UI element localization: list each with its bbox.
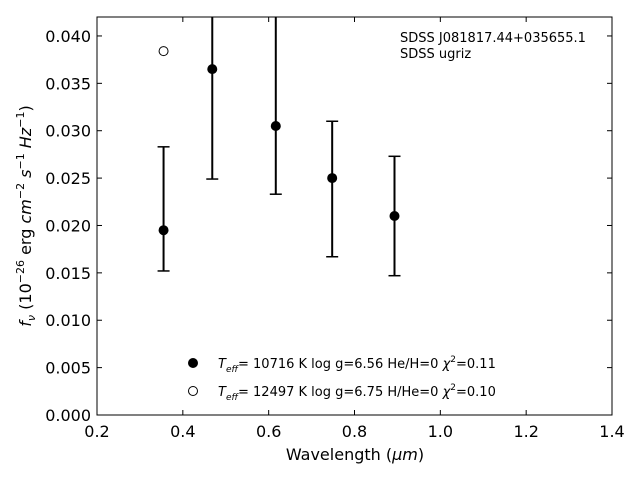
data-points xyxy=(158,46,400,236)
y-tick-label: 0.035 xyxy=(45,74,91,93)
y-tick-label: 0.015 xyxy=(45,264,91,283)
error-bars xyxy=(157,17,401,277)
chart-annotation: SDSS J081817.44+035655.1 SDSS ugriz xyxy=(400,31,586,62)
y-tick-label: 0.025 xyxy=(45,169,91,188)
observed-point xyxy=(207,64,218,75)
legend-entry-open: Teff= 12497 K log g=6.75 H/He=0 χ2=0.10 xyxy=(218,383,496,403)
legend: Teff= 10716 K log g=6.56 He/H=0 χ2=0.11 … xyxy=(188,355,496,403)
plot-frame xyxy=(96,16,613,416)
legend-entry-filled: Teff= 10716 K log g=6.56 He/H=0 χ2=0.11 xyxy=(218,355,496,375)
observed-point xyxy=(270,120,281,131)
x-tick-label: 1.0 xyxy=(428,422,453,441)
model-point-open xyxy=(158,46,169,57)
x-tick-label: 1.2 xyxy=(513,422,538,441)
x-axis-label: Wavelength (μm) xyxy=(286,445,424,464)
annotation-filter-system: SDSS ugriz xyxy=(400,47,471,62)
annotation-object-name: SDSS J081817.44+035655.1 xyxy=(400,31,586,46)
legend-marker-filled xyxy=(188,358,198,368)
y-tick-label: 0.005 xyxy=(45,359,91,378)
x-tick-label: 0.6 xyxy=(256,422,281,441)
x-tick-label: 0.8 xyxy=(342,422,367,441)
y-axis-label: fν (10−26 erg cm−2 s−1 Hz−1) xyxy=(14,105,38,326)
observed-point xyxy=(389,211,400,221)
x-tick-label: 1.4 xyxy=(599,422,624,441)
x-tick-label: 0.4 xyxy=(170,422,195,441)
y-tick-label: 0.010 xyxy=(45,311,91,330)
y-tick-label: 0.030 xyxy=(45,122,91,141)
observed-point xyxy=(158,225,169,236)
axis-ticks: 0.2 0.4 0.6 0.8 1.0 1.2 1.4 0.000 0.005 0.010 0.01… xyxy=(45,17,625,441)
y-tick-label: 0.040 xyxy=(45,27,91,46)
y-tick-label: 0.000 xyxy=(45,406,91,425)
x-tick-label: 0.2 xyxy=(84,422,109,441)
observed-point xyxy=(327,173,338,184)
y-tick-label: 0.020 xyxy=(45,216,91,235)
legend-marker-open xyxy=(188,386,198,396)
